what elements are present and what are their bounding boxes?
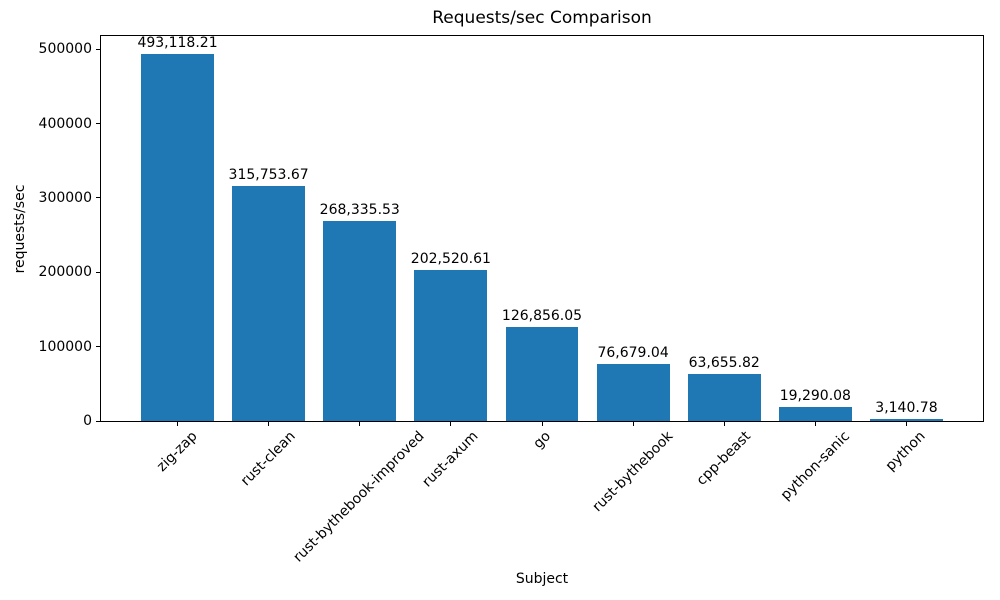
bar-cpp-beast <box>687 373 761 421</box>
bar-value-label: 493,118.21 <box>137 35 218 52</box>
y-tick-mark <box>96 123 100 125</box>
y-tick-label: 300000 <box>38 189 92 206</box>
y-tick-mark <box>96 197 100 199</box>
x-tick-mark <box>723 422 725 426</box>
plot-area: 493,118.21 315,753.67 268,335.53 202,520.61… <box>100 35 984 422</box>
x-tick-mark <box>177 422 179 426</box>
x-tick-label: python <box>883 428 930 475</box>
bar-rust-clean <box>232 186 306 421</box>
bar-rust-bythebook-improved <box>323 221 397 421</box>
x-axis-label: Subject <box>515 571 569 587</box>
bar-value-label: 202,520.61 <box>410 251 491 268</box>
y-tick-label: 400000 <box>38 115 92 132</box>
bar-python <box>870 418 943 421</box>
y-tick-label: 0 <box>83 413 92 429</box>
bar-rust-axum <box>414 270 488 421</box>
bar-value-label: 19,290.08 <box>779 387 851 404</box>
y-tick-label: 500000 <box>38 41 92 58</box>
bar-value-label: 268,335.53 <box>319 202 400 219</box>
y-tick-mark <box>96 346 100 348</box>
y-axis-label: requests/sec <box>12 184 28 274</box>
x-tick-mark <box>541 422 543 426</box>
y-tick-label: 100000 <box>38 338 92 355</box>
y-tick-label: 200000 <box>38 264 92 281</box>
bar-value-label: 63,655.82 <box>688 354 760 371</box>
x-tick-label: rust-axum <box>419 428 482 491</box>
y-tick-mark <box>96 271 100 273</box>
y-tick-mark <box>96 420 100 422</box>
x-tick-label: rust-bythebook <box>589 428 676 516</box>
x-tick-label: rust-clean <box>237 428 299 490</box>
bar-python-sanic <box>778 406 852 421</box>
x-tick-label: cpp-beast <box>693 428 755 489</box>
x-tick-label: python-sanic <box>777 428 853 504</box>
chart-title: Requests/sec Comparison <box>432 8 652 28</box>
x-tick-label: go <box>530 428 554 452</box>
x-tick-mark <box>905 422 907 426</box>
x-tick-label: rust-bythebook-improved <box>290 428 429 566</box>
bar-go <box>505 326 579 421</box>
x-tick-mark <box>632 422 634 426</box>
x-tick-mark <box>359 422 361 426</box>
bar-value-label: 126,856.05 <box>501 307 583 324</box>
bar-value-label: 315,753.67 <box>228 167 309 184</box>
x-tick-mark <box>450 422 452 426</box>
x-tick-label: zig-zap <box>153 428 201 475</box>
x-tick-mark <box>268 422 270 426</box>
bar-value-label: 3,140.78 <box>875 399 938 416</box>
bar-rust-bythebook <box>596 363 670 421</box>
x-tick-mark <box>814 422 816 426</box>
y-tick-mark <box>96 48 100 50</box>
bar-zig-zap <box>141 54 214 421</box>
bar-value-label: 76,679.04 <box>597 344 669 361</box>
